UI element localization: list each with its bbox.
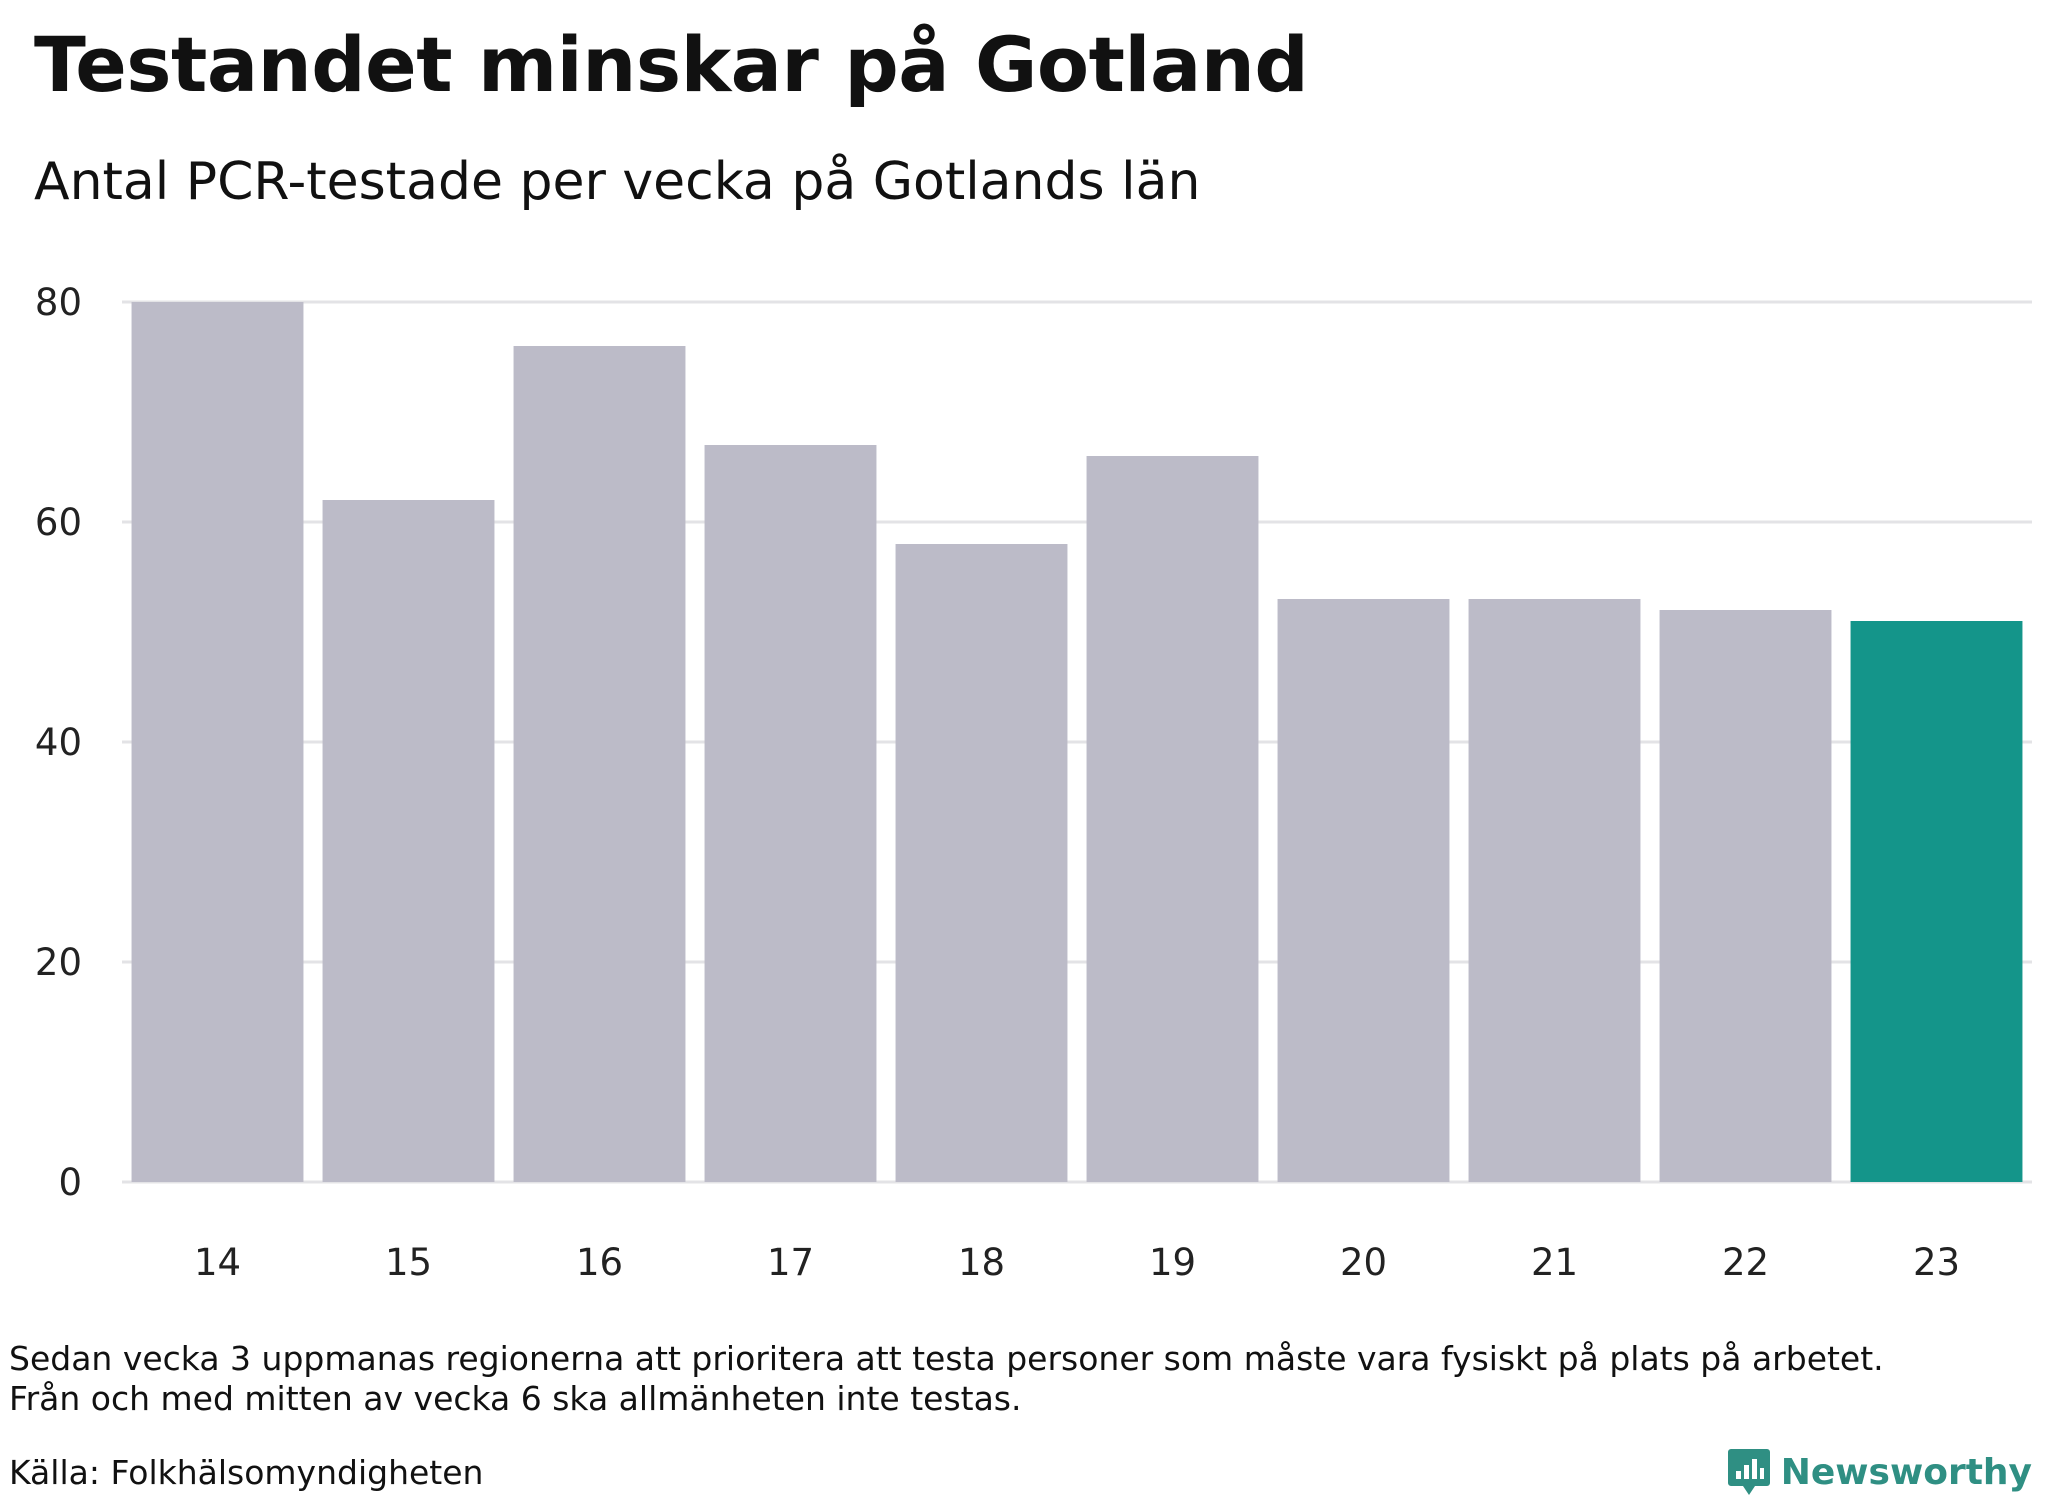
brand-logo: Newsworthy xyxy=(1727,1447,2032,1497)
x-tick-label: 15 xyxy=(385,1241,432,1284)
y-tick-label: 0 xyxy=(58,1161,82,1204)
x-tick-label: 23 xyxy=(1913,1241,1960,1284)
x-tick-label: 20 xyxy=(1340,1241,1387,1284)
source-credit: Källa: Folkhälsomyndigheten xyxy=(9,1453,484,1492)
x-tick-label: 18 xyxy=(958,1241,1005,1284)
chart-title: Testandet minskar på Gotland xyxy=(34,20,1309,109)
y-tick-label: 20 xyxy=(35,941,82,984)
bar-week-20 xyxy=(1277,599,1450,1182)
bar-week-16 xyxy=(513,346,686,1182)
footnote-line-1: Sedan vecka 3 uppmanas regionerna att pr… xyxy=(9,1339,1884,1378)
y-tick-label: 80 xyxy=(35,281,82,324)
footnote-line-2: Från och med mitten av vecka 6 ska allmä… xyxy=(9,1379,1022,1418)
x-tick-label: 14 xyxy=(194,1241,241,1284)
x-tick-label: 16 xyxy=(576,1241,623,1284)
x-axis-ticks: 14 15 16 17 18 19 20 21 22 23 xyxy=(194,1241,1960,1284)
bar-week-22 xyxy=(1659,610,1832,1182)
x-tick-label: 21 xyxy=(1531,1241,1578,1284)
bar-week-14 xyxy=(131,302,304,1182)
y-tick-label: 60 xyxy=(35,501,82,544)
newsworthy-logo-icon xyxy=(1727,1449,1770,1495)
chart-subtitle: Antal PCR-testade per vecka på Gotlands … xyxy=(34,152,1201,212)
bar-week-23 xyxy=(1850,621,2023,1182)
bar-week-21 xyxy=(1468,599,1641,1182)
x-tick-label: 22 xyxy=(1722,1241,1769,1284)
y-axis-ticks: 0 20 40 60 80 xyxy=(35,281,82,1204)
bars xyxy=(131,302,2023,1182)
footnote: Sedan vecka 3 uppmanas regionerna att pr… xyxy=(9,1339,2039,1419)
x-tick-label: 19 xyxy=(1149,1241,1196,1284)
bar-week-18 xyxy=(895,544,1068,1182)
bar-week-17 xyxy=(704,445,877,1182)
bar-chart: 0 20 40 60 80 14 15 16 17 18 19 20 21 22 23 xyxy=(35,281,2032,1284)
x-tick-label: 17 xyxy=(767,1241,814,1284)
bar-week-19 xyxy=(1086,456,1259,1182)
bar-week-15 xyxy=(322,500,495,1182)
brand-name: Newsworthy xyxy=(1780,1451,2032,1493)
y-tick-label: 40 xyxy=(35,721,82,764)
